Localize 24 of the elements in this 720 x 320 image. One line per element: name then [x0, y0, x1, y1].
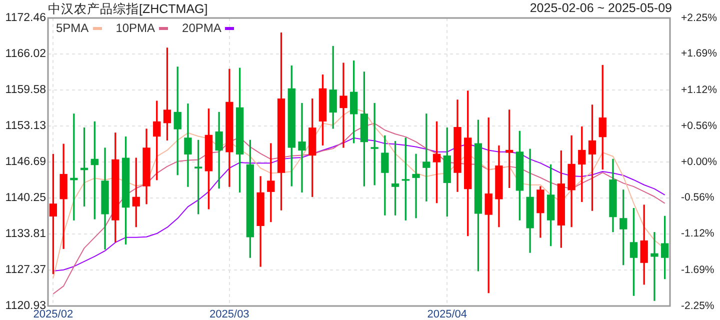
y-tick-label: 1159.58	[5, 84, 46, 96]
y-tick-label: 1172.46	[5, 12, 46, 24]
y-tick-label: 1127.37	[5, 264, 46, 276]
y-tick-label: 1153.13	[5, 120, 46, 132]
y-tick-label: 1133.81	[5, 228, 46, 240]
y-tick-label: 1166.02	[5, 48, 46, 60]
chart-title: 中汉农产品综指[ZHCTMAG]	[48, 1, 208, 18]
x-tick-label: 2025/03	[210, 308, 250, 320]
y2-tick-label: +2.25%	[681, 12, 717, 24]
y-tick-label: 1140.25	[5, 192, 46, 204]
y2-tick-label: +0.56%	[681, 120, 717, 132]
legend-label: 20PMA	[182, 21, 222, 35]
y2-tick-label: -2.25%	[681, 300, 714, 312]
x-tick-label: 2025/04	[427, 308, 467, 320]
y2-tick-label: -0.56%	[681, 192, 714, 204]
y2-tick-label: +1.69%	[681, 48, 717, 60]
y2-tick-label: -1.69%	[681, 264, 714, 276]
y-tick-label: 1146.69	[5, 156, 46, 168]
y2-tick-label: +1.12%	[681, 84, 717, 96]
y2-tick-label: -1.12%	[681, 228, 714, 240]
legend-label: 10PMA	[116, 21, 156, 35]
y2-tick-label: +0.00%	[681, 156, 717, 168]
chart-subtitle: 2025-02-06 ~ 2025-05-09	[530, 1, 672, 15]
legend-label: 5PMA	[56, 21, 89, 35]
